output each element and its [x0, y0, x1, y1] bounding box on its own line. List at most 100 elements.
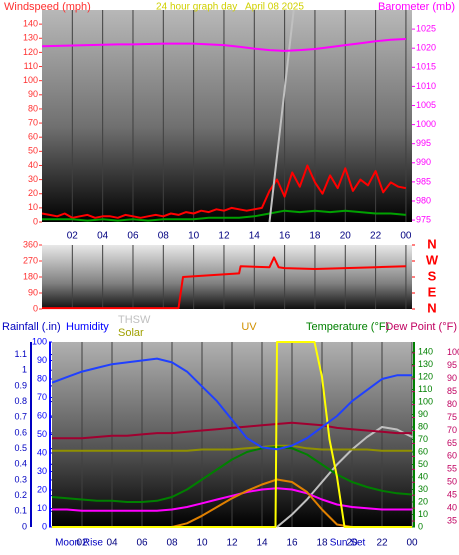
y-tick-label: 95 [447, 360, 457, 370]
x-tick-label: 08 [158, 231, 170, 242]
y-tick-label: 990 [416, 157, 431, 167]
x-tick-label: 00 [400, 231, 412, 242]
x-tick-label: 02 [76, 538, 88, 549]
y-tick-label: 975 [416, 214, 431, 224]
y-tick-label: 60 [447, 451, 457, 461]
axis-title: Windspeed (mph) [4, 1, 91, 13]
y-tick-label: 1025 [416, 23, 436, 33]
y-tick-label: 90 [447, 373, 457, 383]
annotation: Sun Set [330, 538, 366, 549]
y-tick-label: 30 [28, 174, 38, 184]
series-line [51, 357, 412, 451]
x-tick-label: 12 [226, 538, 238, 549]
x-tick-label: 12 [218, 231, 230, 242]
y-tick-label: 100 [32, 336, 47, 346]
y-tick-label: 360 [23, 239, 38, 249]
x-tick-label: 06 [136, 538, 148, 549]
axis-title: Dew Point (°F) [385, 321, 457, 333]
y-tick-label: 995 [416, 138, 431, 148]
y-tick-label: 55 [447, 464, 457, 474]
y-tick-label: 40 [28, 160, 38, 170]
y-tick-label: 10 [28, 202, 38, 212]
legend-label: UV [241, 321, 257, 333]
y-tick-label: 1000 [416, 119, 436, 129]
y-tick-label: 90 [418, 409, 428, 419]
y-tick-label: 50 [37, 429, 47, 439]
y-tick-label: 90 [28, 89, 38, 99]
y-tick-label: 0 [42, 521, 47, 531]
y-tick-label: 70 [447, 425, 457, 435]
y-tick-label: 0.1 [14, 506, 27, 516]
y-tick-label: 140 [418, 346, 433, 356]
series-line [276, 426, 413, 528]
y-tick-label: W [426, 252, 439, 267]
y-tick-label: 80 [28, 103, 38, 113]
y-tick-label: 0.3 [14, 474, 27, 484]
x-tick-label: 22 [376, 538, 388, 549]
y-tick-label: 120 [418, 371, 433, 381]
y-tick-label: 90 [37, 355, 47, 365]
x-tick-label: 14 [256, 538, 268, 549]
x-tick-label: 06 [127, 231, 139, 242]
y-tick-label: 0.5 [14, 443, 27, 453]
y-tick-label: 50 [418, 459, 428, 469]
y-tick-label: 65 [447, 438, 457, 448]
y-tick-label: 10 [37, 503, 47, 513]
y-tick-label: 140 [23, 19, 38, 29]
series-line [52, 341, 412, 528]
y-tick-label: 60 [28, 132, 38, 142]
x-tick-label: 04 [97, 231, 109, 242]
x-tick-label: 16 [279, 231, 291, 242]
x-tick-label: 20 [340, 231, 352, 242]
chart-title: 24 hour graph day April 08 2025 [156, 2, 304, 13]
y-tick-label: 10 [418, 509, 428, 519]
y-tick-label: 100 [447, 347, 459, 357]
y-tick-label: 130 [418, 359, 433, 369]
plot-background [42, 10, 412, 222]
x-tick-label: 04 [106, 538, 118, 549]
y-tick-label: 0 [33, 216, 38, 226]
y-tick-label: 75 [447, 412, 457, 422]
series-line [268, 9, 295, 223]
y-tick-label: N [427, 300, 436, 315]
x-tick-label: 16 [286, 538, 298, 549]
series-line [51, 446, 413, 503]
y-tick-label: 40 [447, 502, 457, 512]
y-tick-label: 0 [33, 303, 38, 313]
y-tick-label: 1020 [416, 43, 436, 53]
y-tick-label: 0 [22, 521, 27, 531]
y-tick-label: E [428, 284, 437, 299]
y-tick-label: 35 [447, 515, 457, 525]
axis-title: Barometer (mb) [378, 1, 455, 13]
axis-title: Rainfall (.in) [2, 321, 61, 333]
y-tick-label: 30 [418, 484, 428, 494]
y-tick-label: 40 [418, 471, 428, 481]
y-tick-label: 40 [37, 447, 47, 457]
y-tick-label: 0.6 [14, 427, 27, 437]
y-tick-label: 0.8 [14, 396, 27, 406]
y-tick-label: 120 [23, 47, 38, 57]
series-line [52, 421, 412, 440]
y-tick-label: 80 [418, 421, 428, 431]
y-tick-label: 980 [416, 195, 431, 205]
x-tick-label: 18 [316, 538, 328, 549]
y-tick-label: 70 [418, 434, 428, 444]
y-tick-label: 90 [28, 287, 38, 297]
y-tick-label: 85 [447, 386, 457, 396]
x-tick-label: 14 [249, 231, 261, 242]
axis-title: Humidity [66, 321, 109, 333]
y-tick-label: 110 [24, 61, 38, 71]
x-tick-label: 18 [309, 231, 321, 242]
y-tick-label: 100 [23, 75, 38, 85]
y-tick-label: 0.2 [14, 490, 27, 500]
y-tick-label: 80 [37, 373, 47, 383]
y-tick-label: 20 [28, 188, 38, 198]
x-tick-label: 10 [196, 538, 208, 549]
x-tick-label: 20 [346, 538, 358, 549]
y-tick-label: 0 [418, 521, 423, 531]
series-line [52, 444, 412, 452]
y-tick-label: 1015 [416, 62, 436, 72]
series-line [52, 487, 412, 512]
y-tick-label: 0.9 [14, 380, 27, 390]
y-tick-label: 50 [447, 477, 457, 487]
